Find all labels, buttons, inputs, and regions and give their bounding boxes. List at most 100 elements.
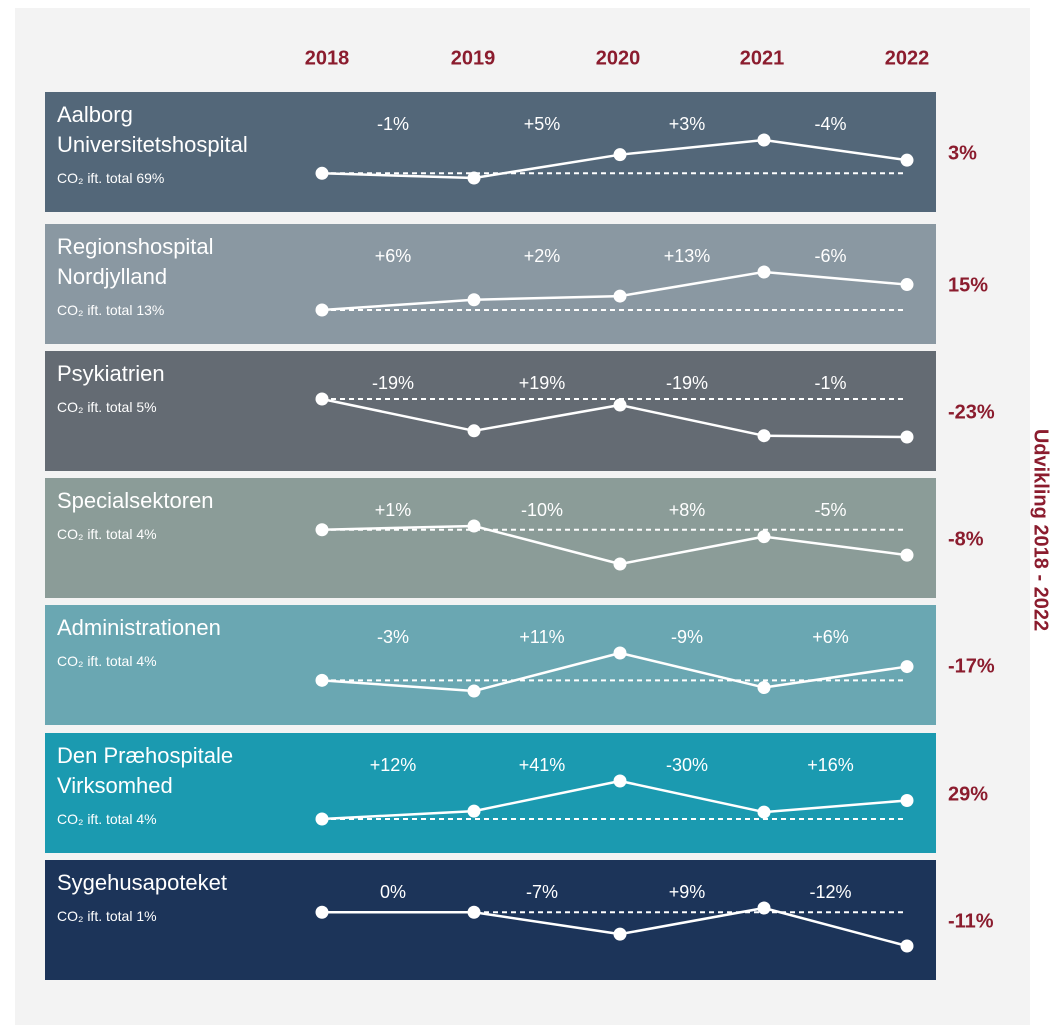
point [467, 171, 481, 185]
line-segment [619, 651, 765, 689]
year-label: 2019 [451, 47, 496, 69]
point [900, 278, 914, 292]
point [613, 927, 627, 941]
point [613, 289, 627, 303]
point [613, 398, 627, 412]
panel-share: CO₂ ift. total 1% [57, 908, 157, 924]
line-segment [473, 651, 621, 693]
panel [45, 92, 936, 212]
point [900, 939, 914, 953]
change-label: -4% [814, 114, 846, 134]
change-label: -5% [814, 500, 846, 520]
change-label: +5% [524, 114, 561, 134]
panel [45, 224, 936, 344]
change-label: -1% [377, 114, 409, 134]
point [900, 548, 914, 562]
change-label: +8% [669, 500, 706, 520]
panel-share: CO₂ ift. total 4% [57, 653, 157, 669]
point [757, 429, 771, 443]
line-segment [321, 679, 475, 693]
change-label: -6% [814, 246, 846, 266]
total-label: 15% [948, 274, 988, 296]
point [757, 681, 771, 695]
change-label: -19% [666, 373, 708, 393]
point [613, 557, 627, 571]
line-segment [473, 779, 621, 813]
total-label: -17% [948, 655, 995, 677]
point [467, 684, 481, 698]
change-label: +11% [519, 627, 564, 647]
panel-name: Psykiatrien [57, 361, 165, 386]
change-label: +9% [669, 882, 706, 902]
point [757, 530, 771, 544]
point [315, 673, 329, 687]
line-segment [473, 294, 621, 301]
total-label: -8% [948, 528, 984, 550]
line-segment [321, 172, 475, 180]
year-label: 2020 [596, 47, 641, 69]
change-label: -30% [666, 755, 708, 775]
point [315, 523, 329, 537]
panel-name: Administrationen [57, 615, 221, 640]
panel-share: CO₂ ift. total 69% [57, 170, 165, 186]
change-label: +6% [375, 246, 412, 266]
line-segment [473, 403, 621, 433]
panel [45, 351, 936, 471]
line-segment [619, 270, 765, 298]
change-label: -12% [809, 882, 851, 902]
change-label: +19% [519, 373, 566, 393]
point [613, 774, 627, 788]
panel-name: Specialsektoren [57, 488, 214, 513]
line-segment [763, 906, 908, 948]
panel [45, 605, 936, 725]
change-label: -1% [814, 373, 846, 393]
panel-share: CO₂ ift. total 13% [57, 302, 165, 318]
panel-share: CO₂ ift. total 4% [57, 526, 157, 542]
point [900, 660, 914, 674]
panel-name: Aalborg Universitetshospital [57, 102, 248, 157]
change-label: +41% [519, 755, 566, 775]
point [467, 293, 481, 307]
change-label: +12% [370, 755, 417, 775]
change-label: -9% [671, 627, 703, 647]
line-segment [619, 535, 765, 566]
line-segment [619, 138, 765, 156]
point [467, 804, 481, 818]
line-segment [763, 138, 908, 162]
point [900, 793, 914, 807]
point [757, 133, 771, 147]
total-label: 29% [948, 783, 988, 805]
change-label: +2% [524, 246, 561, 266]
point [315, 166, 329, 180]
point [900, 153, 914, 167]
panel-name: Regionshospital Nordjylland [57, 234, 214, 289]
panel-share: CO₂ ift. total 5% [57, 399, 157, 415]
point [757, 265, 771, 279]
year-label: 2021 [740, 47, 785, 69]
point [467, 905, 481, 919]
change-label: +13% [664, 246, 711, 266]
total-label: 3% [948, 142, 977, 164]
point [467, 519, 481, 533]
line-segment [473, 911, 621, 936]
line-segment [763, 270, 908, 286]
total-label: -11% [948, 910, 994, 932]
change-label: -7% [526, 882, 558, 902]
year-label: 2022 [885, 47, 930, 69]
point [467, 424, 481, 438]
change-label: +6% [812, 627, 849, 647]
panel-name: Den Præhospitale Virksomhed [57, 743, 234, 798]
change-label: -19% [372, 373, 414, 393]
point [757, 901, 771, 915]
change-label: +3% [669, 114, 706, 134]
line-segment [321, 524, 475, 532]
line-segment [321, 809, 475, 821]
line-segment [473, 153, 621, 180]
point [757, 805, 771, 819]
point [315, 392, 329, 406]
point [900, 430, 914, 444]
panel [45, 860, 936, 980]
change-label: 0% [380, 882, 406, 902]
